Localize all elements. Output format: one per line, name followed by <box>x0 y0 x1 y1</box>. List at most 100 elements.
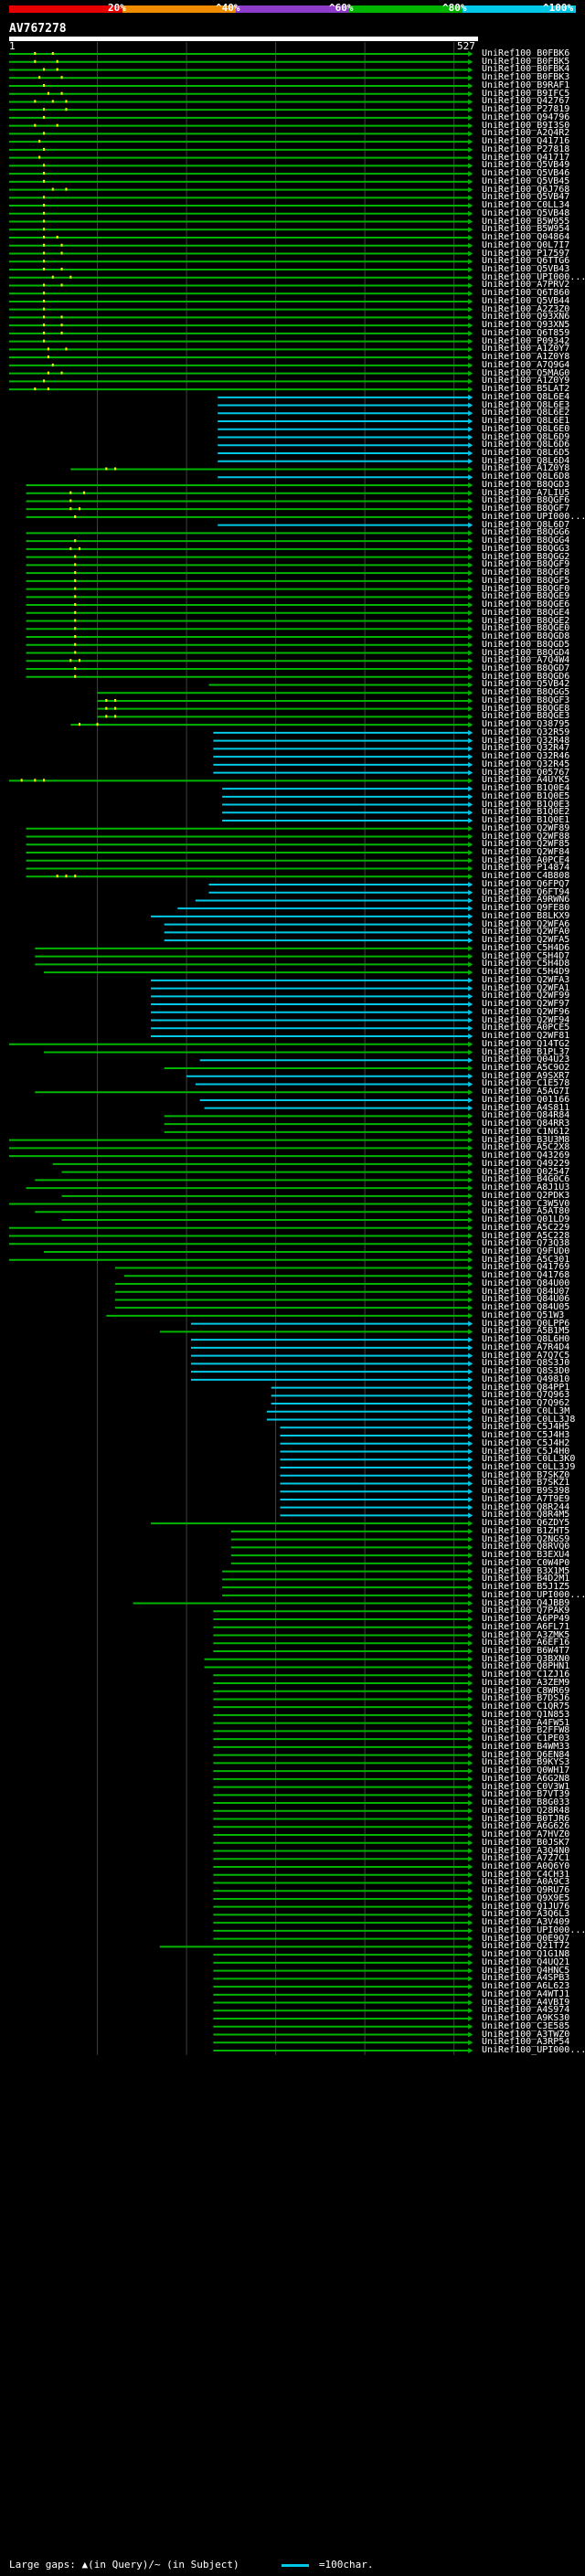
hit-label[interactable]: UniRef100_Q8L6H0 <box>482 1334 570 1345</box>
hit-label[interactable]: UniRef100_B8QGF8 <box>482 567 570 578</box>
hit-label[interactable]: UniRef100_A0PCE4 <box>482 854 570 865</box>
hit-label[interactable]: UniRef100_Q0E9Q7 <box>482 1933 570 1944</box>
hit-label[interactable]: UniRef100_Q41769 <box>482 1262 570 1273</box>
hit-label[interactable]: UniRef100_Q2WF84 <box>482 847 570 857</box>
hit-label[interactable]: UniRef100_UPI000... <box>482 1589 585 1600</box>
hit-label[interactable]: UniRef100_B9IFC5 <box>482 88 570 99</box>
hit-label[interactable]: UniRef100_B2FFW8 <box>482 1725 570 1736</box>
hit-label[interactable]: UniRef100_Q94796 <box>482 111 570 122</box>
hit-label[interactable]: UniRef100_B1Q0E5 <box>482 790 570 801</box>
hit-label[interactable]: UniRef100_A1Z0Y9 <box>482 376 570 387</box>
hit-label[interactable]: UniRef100_UPI000... <box>482 2045 585 2055</box>
hit-label[interactable]: UniRef100_B8QGF0 <box>482 583 570 594</box>
hit-label[interactable]: UniRef100_A9SXR7 <box>482 1070 570 1081</box>
hit-label[interactable]: UniRef100_Q8L6D9 <box>482 431 570 442</box>
hit-label[interactable]: UniRef100_B8QGD3 <box>482 479 570 490</box>
hit-label[interactable]: UniRef100_Q0L7I7 <box>482 239 570 250</box>
hit-label[interactable]: UniRef100_A3ZMK5 <box>482 1629 570 1640</box>
hit-label[interactable]: UniRef100_A6FL71 <box>482 1621 570 1632</box>
hit-label[interactable]: UniRef100_Q49229 <box>482 1158 570 1169</box>
hit-label[interactable]: UniRef100_Q8L6E0 <box>482 423 570 434</box>
hit-label[interactable]: UniRef100_B9I3S0 <box>482 120 570 131</box>
hit-label[interactable]: UniRef100_B0FBK4 <box>482 64 570 75</box>
hit-label[interactable]: UniRef100_A0A9C3 <box>482 1877 570 1888</box>
hit-label[interactable]: UniRef100_Q8L6D7 <box>482 519 570 530</box>
hit-label[interactable]: UniRef100_A2Q4R2 <box>482 128 570 139</box>
hit-label[interactable]: UniRef100_C0LL3M <box>482 1405 570 1416</box>
hit-label[interactable]: UniRef100_B0FBK6 <box>482 48 570 58</box>
hit-label[interactable]: UniRef100_C5H4D8 <box>482 959 570 970</box>
hit-label[interactable]: UniRef100_Q5VB44 <box>482 295 570 306</box>
hit-label[interactable]: UniRef100_Q01166 <box>482 1094 570 1105</box>
hit-label[interactable]: UniRef100_A5C9O2 <box>482 1062 570 1073</box>
hit-label[interactable]: UniRef100_Q2WF99 <box>482 991 570 1002</box>
hit-label[interactable]: UniRef100_A5C228 <box>482 1230 570 1241</box>
hit-label[interactable]: UniRef100_B8QGE0 <box>482 623 570 634</box>
hit-label[interactable]: UniRef100_A1Z0Y7 <box>482 344 570 355</box>
hit-label[interactable]: UniRef100_B8QGF5 <box>482 575 570 586</box>
hit-label[interactable]: UniRef100_UPI000... <box>482 1924 585 1935</box>
hit-label[interactable]: UniRef100_A4WTJ1 <box>482 1988 570 1999</box>
hit-label[interactable]: UniRef100_Q2WF88 <box>482 831 570 842</box>
hit-label[interactable]: UniRef100_C0LL3K0 <box>482 1454 576 1465</box>
hit-label[interactable]: UniRef100_B8QGG3 <box>482 543 570 554</box>
hit-label[interactable]: UniRef100_C5J4H5 <box>482 1422 570 1433</box>
hit-label[interactable]: UniRef100_Q9X9E5 <box>482 1892 570 1903</box>
hit-label[interactable]: UniRef100_Q02547 <box>482 1166 570 1177</box>
hit-label[interactable]: UniRef100_A5C301 <box>482 1254 570 1265</box>
hit-label[interactable]: UniRef100_Q84R84 <box>482 1110 570 1121</box>
hit-label[interactable]: UniRef100_Q32R47 <box>482 743 570 754</box>
hit-label[interactable]: UniRef100_Q21T72 <box>482 1941 570 1952</box>
hit-label[interactable]: UniRef100_B8QGG4 <box>482 535 570 546</box>
hit-label[interactable]: UniRef100_Q8L6D8 <box>482 472 570 482</box>
hit-label[interactable]: UniRef100_A6L623 <box>482 1981 570 1992</box>
hit-label[interactable]: UniRef100_Q4HNC5 <box>482 1965 570 1976</box>
hit-label[interactable]: UniRef100_Q2WFA0 <box>482 927 570 938</box>
hit-label[interactable]: UniRef100_Q2WFA5 <box>482 935 570 946</box>
hit-label[interactable]: UniRef100_A3V409 <box>482 1917 570 1928</box>
hit-label[interactable]: UniRef100_B8LKX9 <box>482 910 570 921</box>
hit-label[interactable]: UniRef100_Q84U00 <box>482 1277 570 1288</box>
hit-label[interactable]: UniRef100_Q7PAK9 <box>482 1606 570 1617</box>
hit-label[interactable]: UniRef100_P17597 <box>482 248 570 259</box>
hit-label[interactable]: UniRef100_P14874 <box>482 863 570 874</box>
hit-label[interactable]: UniRef100_C5J4H3 <box>482 1430 570 1441</box>
hit-label[interactable]: UniRef100_C4CH31 <box>482 1869 570 1880</box>
hit-label[interactable]: UniRef100_Q38795 <box>482 719 570 730</box>
hit-label[interactable]: UniRef100_Q6EN84 <box>482 1749 570 1760</box>
hit-label[interactable]: UniRef100_Q7Q963 <box>482 1390 570 1401</box>
hit-label[interactable]: UniRef100_Q7Q962 <box>482 1398 570 1409</box>
hit-label[interactable]: UniRef100_A4SPB3 <box>482 1973 570 1984</box>
hit-label[interactable]: UniRef100_Q6T860 <box>482 288 570 299</box>
hit-label[interactable]: UniRef100_A4FW51 <box>482 1717 570 1728</box>
hit-label[interactable]: UniRef100_B0FBK3 <box>482 72 570 83</box>
hit-label[interactable]: UniRef100_Q8S3J0 <box>482 1358 570 1369</box>
hit-label[interactable]: UniRef100_A3TWZ0 <box>482 2029 570 2040</box>
hit-label[interactable]: UniRef100_Q8L6E3 <box>482 399 570 410</box>
hit-label[interactable]: UniRef100_C1N612 <box>482 1126 570 1137</box>
hit-label[interactable]: UniRef100_B8QGE2 <box>482 615 570 626</box>
hit-label[interactable]: UniRef100_Q2WFA3 <box>482 974 570 985</box>
hit-label[interactable]: UniRef100_Q93XN5 <box>482 320 570 331</box>
hit-label[interactable]: UniRef100_Q5VB47 <box>482 192 570 203</box>
hit-label[interactable]: UniRef100_A7Q4W4 <box>482 655 570 666</box>
hit-label[interactable]: UniRef100_C1E578 <box>482 1078 570 1089</box>
hit-label[interactable]: UniRef100_Q5VB42 <box>482 679 570 690</box>
hit-label[interactable]: UniRef100_C0LL34 <box>482 200 570 211</box>
hit-label[interactable]: UniRef100_A2Z3Z0 <box>482 303 570 314</box>
hit-label[interactable]: UniRef100_A7HVZ0 <box>482 1829 570 1840</box>
hit-label[interactable]: UniRef100_A0PCE5 <box>482 1023 570 1034</box>
hit-label[interactable]: UniRef100_B8QGE8 <box>482 703 570 714</box>
hit-label[interactable]: UniRef100_Q5MAG0 <box>482 367 570 378</box>
hit-label[interactable]: UniRef100_Q9RU76 <box>482 1885 570 1896</box>
hit-label[interactable]: UniRef100_Q2WF94 <box>482 1014 570 1025</box>
hit-label[interactable]: UniRef100_Q04864 <box>482 232 570 243</box>
hit-label[interactable]: UniRef100_B8QGF7 <box>482 504 570 514</box>
hit-label[interactable]: UniRef100_Q2WF97 <box>482 999 570 1010</box>
hit-label[interactable]: UniRef100_C0V3W1 <box>482 1781 570 1792</box>
hit-label[interactable]: UniRef100_Q4JBB9 <box>482 1597 570 1608</box>
hit-label[interactable]: UniRef100_A3RP54 <box>482 2037 570 2048</box>
hit-label[interactable]: UniRef100_Q8RVQ0 <box>482 1542 570 1553</box>
hit-label[interactable]: UniRef100_C5J4H2 <box>482 1437 570 1448</box>
hit-label[interactable]: UniRef100_Q5VB46 <box>482 168 570 179</box>
